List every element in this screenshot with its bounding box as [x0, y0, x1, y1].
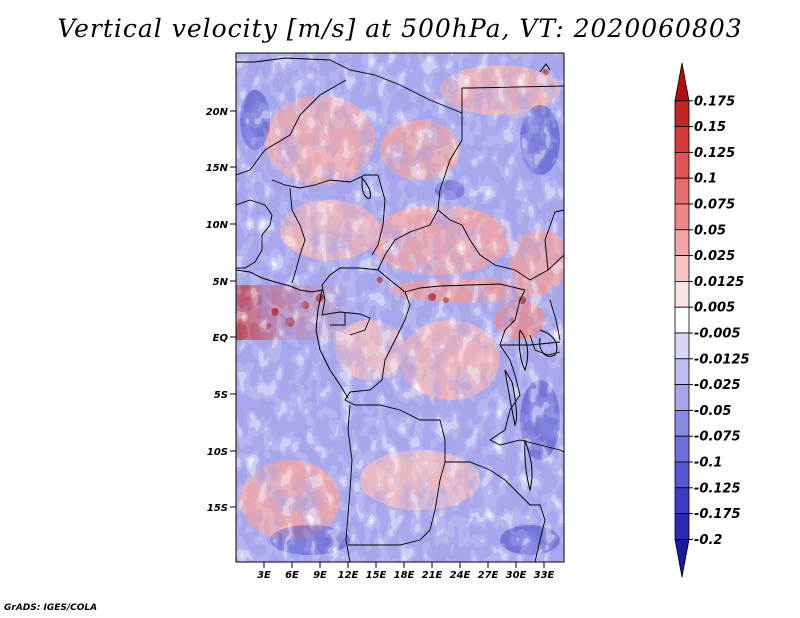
colorbar-label-11: -0.025 [694, 378, 741, 393]
lon-label-15e: 15E [366, 570, 387, 581]
lon-label-21e: 21E [422, 570, 443, 581]
lon-label-6e: 6E [285, 570, 299, 581]
lat-label-20n: 20N [206, 107, 229, 118]
colorbar-label-15: -0.125 [694, 481, 741, 496]
map-title: Vertical velocity [m/s] at 500hPa, VT: 2… [57, 14, 743, 43]
colorbar-label-4: 0.075 [694, 198, 735, 213]
lat-label-5n: 5N [213, 277, 229, 288]
colorbar-label-10: -0.0125 [694, 352, 750, 367]
colorbar-label-1: 0.15 [694, 120, 726, 135]
lon-label-33e: 33E [534, 570, 555, 581]
lakes-and-coastline [236, 63, 558, 491]
colorbar-label-2: 0.125 [694, 146, 735, 161]
colorbar-swatch-2 [674, 126, 690, 153]
lat-label-10n: 10N [206, 220, 229, 231]
map-frame [235, 52, 565, 563]
lon-label-3e: 3E [257, 570, 271, 581]
colorbar-swatch-10 [674, 332, 690, 360]
colorbar-swatch-8 [674, 280, 690, 308]
lat-label-eq: EQ [213, 333, 229, 344]
longitude-labels: 3E 6E 9E 12E 15E 18E 21E 24E 27E 30E 33E [257, 570, 554, 581]
colorbar-swatch-18 [674, 539, 690, 578]
colorbar-swatch-6 [674, 229, 690, 257]
colorbar-label-17: -0.2 [694, 533, 722, 548]
velocity-field [236, 53, 564, 562]
axis-ticks [230, 110, 545, 568]
lat-label-5s: 5S [214, 390, 228, 401]
colorbar-label-6: 0.025 [694, 249, 735, 264]
colorbar-swatch-15 [674, 461, 690, 489]
colorbar-label-16: -0.175 [694, 507, 741, 522]
colorbar-swatch-9 [674, 306, 690, 334]
colorbar-label-0: 0.175 [694, 94, 735, 109]
colorbar-swatch-0 [674, 62, 690, 102]
latitude-labels: 20N 15N 10N 5N EQ 5S 10S 15S [206, 107, 229, 514]
lon-label-27e: 27E [478, 570, 499, 581]
colorbar-swatch-11 [674, 358, 690, 385]
colorbar-label-7: 0.0125 [694, 275, 744, 290]
colorbar-swatch-14 [674, 435, 690, 463]
lon-label-24e: 24E [450, 570, 471, 581]
lon-label-30e: 30E [506, 570, 527, 581]
country-borders [236, 57, 564, 562]
colorbar-swatch-7 [674, 255, 690, 282]
colorbar-label-9: -0.005 [694, 327, 741, 342]
colorbar-swatch-1 [674, 100, 690, 128]
colorbar-label-13: -0.075 [694, 430, 741, 445]
colorbar-label-8: 0.005 [694, 301, 735, 316]
colorbar-label-14: -0.1 [694, 456, 722, 471]
colorbar-swatch-13 [674, 409, 690, 437]
colorbar-swatch-16 [674, 487, 690, 514]
colorbar-label-12: -0.05 [694, 404, 731, 419]
colorbar-swatch-17 [674, 513, 690, 540]
colorbar-label-3: 0.1 [694, 172, 717, 187]
lat-label-15n: 15N [206, 163, 229, 174]
colorbar [674, 62, 690, 578]
colorbar-swatch-3 [674, 151, 690, 179]
grads-credit: GrADS: IGES/COLA [4, 603, 98, 613]
colorbar-swatch-4 [674, 177, 690, 205]
lat-label-15s: 15S [207, 503, 228, 514]
lon-label-9e: 9E [313, 570, 327, 581]
lon-label-12e: 12E [338, 570, 359, 581]
colorbar-swatch-5 [674, 203, 690, 231]
colorbar-label-5: 0.05 [694, 223, 726, 238]
lat-label-10s: 10S [207, 447, 228, 458]
colorbar-labels: 0.175 0.15 0.125 0.1 0.075 0.05 0.025 0.0125 0.0… [689, 94, 750, 548]
colorbar-swatch-12 [674, 384, 690, 411]
lon-label-18e: 18E [394, 570, 415, 581]
